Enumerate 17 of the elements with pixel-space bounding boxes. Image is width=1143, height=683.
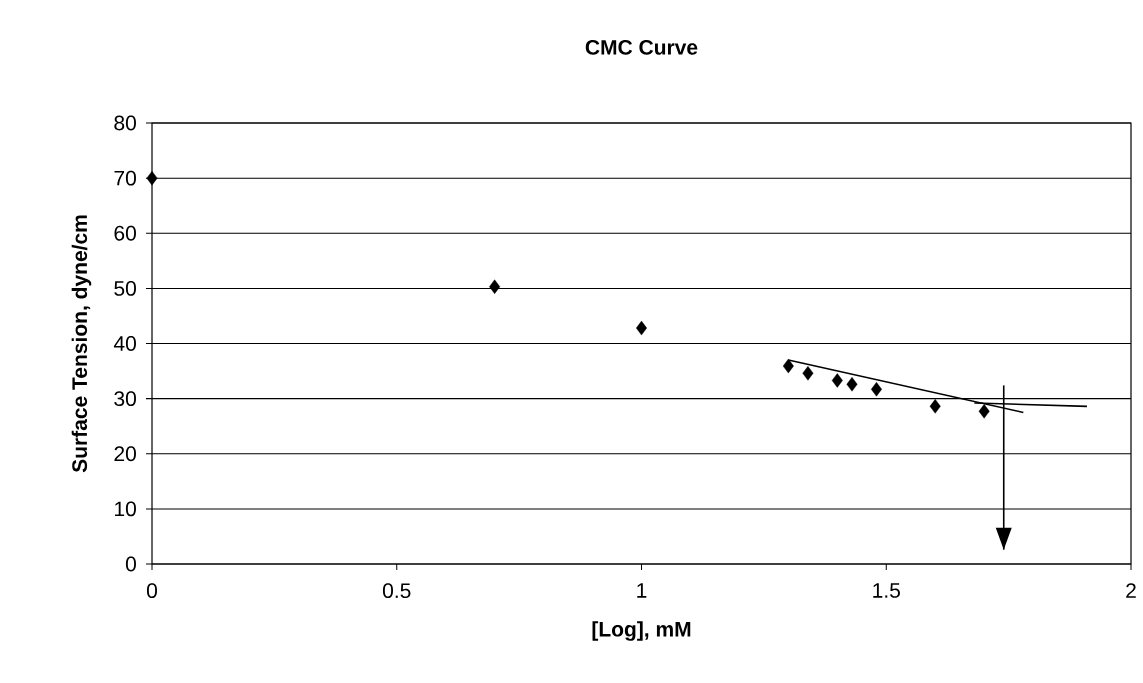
y-tick-label: 60 [114,225,136,241]
y-tick-label: 0 [125,556,136,572]
y-axis-title: Surface Tension, dyne/cm [71,215,92,473]
x-tick-label: 1.5 [873,583,900,598]
y-tick-label: 70 [114,170,136,186]
x-tick-label: 0.5 [382,583,411,599]
x-tick-label: 1 [637,583,647,598]
x-tick-label: 0 [146,583,158,599]
y-tick-label: 10 [115,501,136,517]
x-tick-label: 2 [1126,583,1136,598]
y-tick-label: 40 [113,336,136,351]
y-tick-label: 30 [114,391,136,407]
y-tick-label: 20 [114,446,136,462]
y-tick-label: 80 [114,115,136,131]
chart-title: CMC Curve [585,39,698,55]
x-axis-title: [Log], mM [592,621,691,641]
y-tick-label: 50 [114,280,136,296]
